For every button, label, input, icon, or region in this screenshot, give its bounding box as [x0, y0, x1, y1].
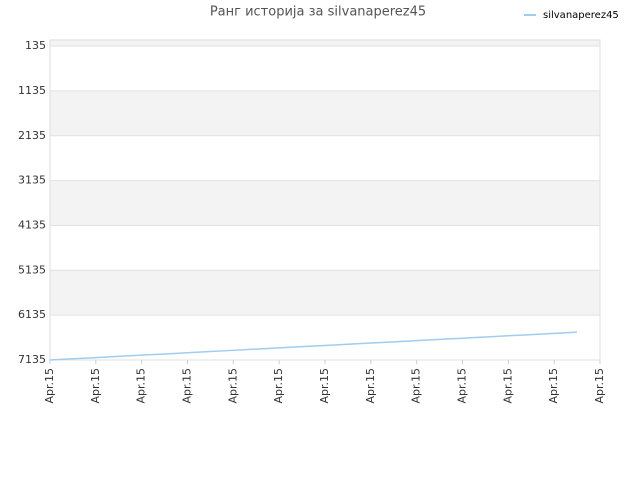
- x-tick-label: Apr.15: [43, 368, 56, 404]
- plot-band: [50, 315, 600, 360]
- x-tick-label: Apr.15: [593, 368, 606, 404]
- x-tick-label: Apr.15: [226, 368, 239, 404]
- x-tick-label: Apr.15: [364, 368, 377, 404]
- y-tick-label: 135: [25, 39, 46, 52]
- y-tick-label: 2135: [18, 129, 46, 142]
- chart-title: Ранг историја за silvanaperez45: [210, 5, 426, 20]
- plot-band: [50, 135, 600, 181]
- y-tick-label: 3135: [18, 174, 46, 187]
- x-tick-label: Apr.15: [181, 368, 194, 404]
- y-tick-label: 7135: [18, 353, 46, 366]
- y-tick-label: 1135: [18, 84, 46, 97]
- legend-label: silvanaperez45: [543, 10, 619, 21]
- x-tick-label: Apr.15: [135, 368, 148, 404]
- plot-band: [50, 46, 600, 91]
- y-tick-label: 6135: [18, 308, 46, 321]
- x-tick-label: Apr.15: [89, 368, 102, 404]
- plot-band: [50, 225, 600, 271]
- x-tick-label: Apr.15: [410, 368, 423, 404]
- x-tick-label: Apr.15: [456, 368, 469, 404]
- data-line: [49, 331, 578, 361]
- x-tick-label: Apr.15: [501, 368, 514, 404]
- x-tick-label: Apr.15: [547, 368, 560, 404]
- plot-background: [50, 40, 600, 360]
- x-tick-label: Apr.15: [272, 368, 285, 404]
- x-tick-label: Apr.15: [318, 368, 331, 404]
- y-tick-label: 4135: [18, 218, 46, 231]
- y-tick-label: 5135: [18, 263, 46, 276]
